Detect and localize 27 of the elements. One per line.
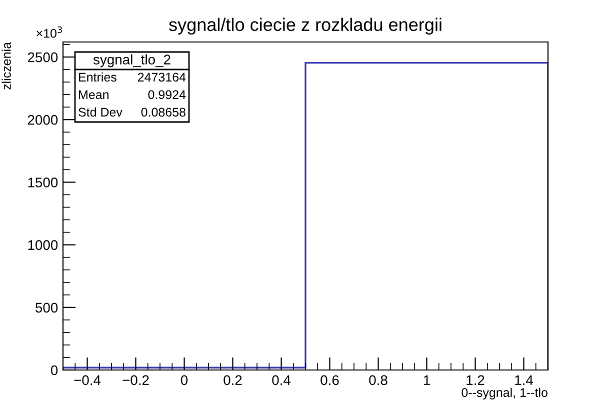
annotation: Mean [79,90,108,100]
x-tick-label: 0.2 [224,375,242,386]
x-tick-label: 0.6 [320,375,339,386]
annotation: Entries [79,72,116,82]
y-tick-label: 0 [50,365,58,376]
annotation: Std Dev [78,107,122,117]
y-tick-label: 500 [36,302,58,313]
text: ×10$^{3}$ [36,26,62,38]
x-tick-label: 0.8 [369,375,388,386]
chart-title: sygnal/tlo ciecie z rozkladu energii [169,18,442,35]
y-axis-title: zliczenia [2,42,11,90]
x-tick-label: −0.4 [74,375,101,386]
annotation: 2473164 [138,72,186,82]
annotation: sygnal_tlo_2 [93,54,170,68]
x-tick-label: −0.2 [122,375,149,386]
annotation: 0.9924 [148,90,186,100]
x-tick-label: 0 [180,375,188,386]
x-tick-label: 1.2 [466,375,484,385]
y-tick-label: 2000 [28,114,58,125]
y-tick-label: 1500 [28,178,58,188]
x-tick-label: 1.4 [515,375,533,385]
annotation: 0.08658 [141,108,186,117]
y-tick-label: 2500 [28,52,58,62]
x-tick-label: 0.4 [272,375,290,386]
y-tick-label: 1000 [28,240,58,250]
x-tick-label: 1 [424,375,430,385]
x-axis-title: 0--sygnal, 1--tlo [462,388,548,400]
